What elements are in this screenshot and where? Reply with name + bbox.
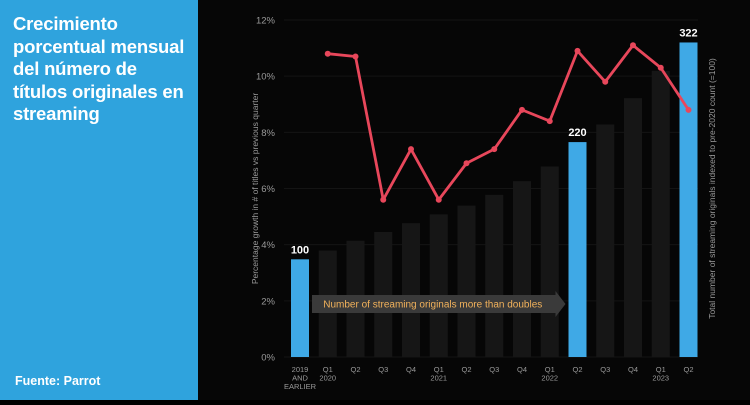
- x-tick-label: Q2: [461, 365, 471, 374]
- bar: [624, 98, 642, 357]
- x-tick-label: Q2: [572, 365, 582, 374]
- growth-point: [574, 47, 581, 54]
- x-tick-label: Q1 2021: [430, 365, 447, 383]
- y-tick-label: 0%: [261, 353, 275, 364]
- x-tick-label: Q1 2020: [319, 365, 336, 383]
- y-axis-left-label: Percentage growth in # of titles vs prev…: [250, 93, 260, 285]
- growth-chart: 100 220 322 Number of streaming originals …: [250, 16, 717, 392]
- y-axis-right-label: Total number of streaming originals inde…: [707, 58, 717, 319]
- x-tick-label: Q3: [378, 365, 388, 374]
- bar-layer: 100 220 322: [291, 27, 698, 358]
- source-note: Fuente: Parrot: [15, 374, 101, 388]
- bar-data-label: 220: [568, 127, 586, 139]
- bar: [513, 181, 531, 357]
- growth-point: [657, 64, 664, 71]
- growth-point: [491, 146, 498, 153]
- growth-point: [463, 160, 470, 167]
- growth-point: [324, 50, 331, 57]
- y-tick-label: 4%: [261, 240, 275, 251]
- title-panel: Crecimiento porcentual mensual del númer…: [0, 0, 198, 400]
- growth-point: [519, 106, 525, 113]
- growth-point: [435, 196, 442, 203]
- bar: [596, 124, 615, 358]
- x-tick-label: Q3: [600, 365, 610, 374]
- bar-data-label: 322: [679, 27, 697, 39]
- bar: [651, 70, 670, 358]
- growth-point: [352, 53, 359, 60]
- x-tick-label: Q1 2023: [652, 365, 669, 383]
- growth-point: [380, 196, 387, 203]
- x-tick-label: 2019 AND EARLIER: [284, 365, 317, 391]
- growth-point: [685, 106, 692, 113]
- y-tick-label: 12%: [256, 16, 276, 27]
- bar: [540, 166, 559, 357]
- x-tick-label: Q2: [350, 365, 360, 374]
- page-title: Crecimiento porcentual mensual del númer…: [13, 13, 185, 124]
- x-tick-label: Q2: [683, 365, 693, 374]
- bar: [374, 231, 393, 357]
- bar: [291, 259, 309, 357]
- bar: [429, 214, 448, 357]
- bar: [457, 205, 476, 357]
- x-tick-label: Q4: [517, 365, 527, 374]
- x-tick-label: Q4: [406, 365, 416, 374]
- bar: [485, 194, 504, 357]
- growth-point: [630, 42, 636, 49]
- x-tick-label: Q3: [489, 365, 499, 374]
- bar: [568, 142, 587, 357]
- chart-area: 100 220 322 Number of streaming originals …: [198, 0, 750, 400]
- y-tick-label: 10%: [256, 72, 276, 83]
- y-tick-label: 2%: [261, 296, 275, 307]
- y-tick-label: 8%: [261, 128, 275, 139]
- annotation-arrow: [312, 291, 566, 317]
- growth-point: [602, 78, 609, 85]
- growth-point: [546, 118, 553, 125]
- growth-point: [408, 146, 414, 153]
- annotation-arrow-layer: Number of streaming originals more than …: [312, 291, 566, 317]
- x-tick-label: Q1 2022: [541, 365, 558, 383]
- growth-line: [327, 43, 690, 202]
- bar: [679, 42, 698, 357]
- x-tick-label: Q4: [628, 365, 638, 374]
- y-tick-label: 6%: [261, 184, 275, 195]
- bar-data-label: 100: [291, 244, 309, 256]
- bar: [402, 223, 420, 357]
- annotation-text: Number of streaming originals more than …: [323, 300, 542, 311]
- line-layer: [324, 42, 692, 203]
